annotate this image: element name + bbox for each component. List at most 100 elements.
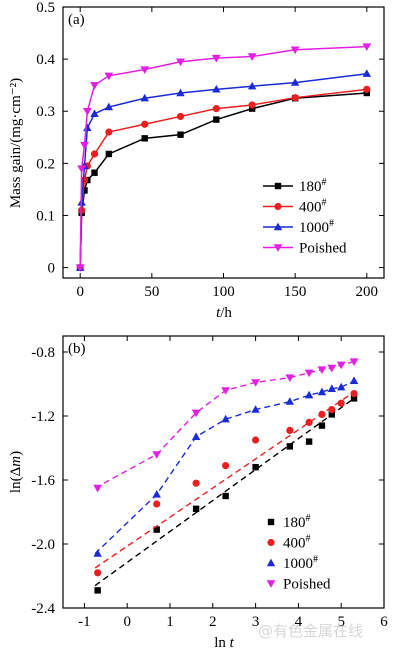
legend-label: 180# [299,177,327,195]
data-point [176,58,185,67]
data-point [252,436,260,444]
data-point [90,150,99,158]
data-point [81,187,88,194]
data-point [350,395,358,402]
y-axis-label: ln(Δm) [8,451,24,493]
data-point [90,109,99,118]
x-tick-label: -1 [78,614,91,630]
data-point [93,484,103,493]
data-point [191,432,201,440]
legend-marker [267,538,275,547]
legend-label: Poished [299,241,347,257]
data-point [222,492,229,500]
legend-marker [267,518,275,526]
series-1000 [75,69,372,271]
legend-entry: Poished [263,241,347,257]
data-point [318,422,326,429]
legend-entry: 400# [267,534,311,552]
x-tick-label: 1 [166,614,174,630]
data-point [317,366,327,374]
legend-marker [273,244,283,252]
data-point [337,382,346,391]
x-tick-label: 100 [212,284,235,300]
data-point [212,84,221,93]
legend-marker [266,580,276,588]
series-400 [94,390,358,577]
data-point [221,387,231,395]
data-point [328,411,335,418]
x-tick-label: 5 [337,614,345,630]
data-point [304,390,314,399]
data-point [140,93,149,102]
fit-line [94,380,355,555]
data-point [350,390,358,398]
legend-entry: 180# [267,513,311,531]
data-point [285,374,295,382]
legend-label: 180# [283,513,311,531]
data-point [363,89,371,97]
legend-entry: 1000# [263,218,334,236]
x-tick-label: 6 [380,614,388,630]
data-point [222,462,230,470]
x-tick-label: 0 [76,284,84,300]
data-point [80,141,89,150]
data-point [153,500,161,508]
data-point [327,364,337,373]
data-point [318,410,326,418]
x-tick-label: 3 [252,614,260,630]
y-tick-label: 0.5 [36,0,55,16]
data-point [141,135,148,142]
data-point [291,94,299,102]
data-point [82,108,92,116]
legend-label: 400# [299,198,327,216]
data-point [247,81,257,90]
data-point [328,406,336,414]
data-point [90,81,99,90]
x-tick-label: 0 [123,614,131,630]
legend-marker [274,182,282,190]
data-point [305,438,313,445]
x-tick-label: 50 [144,284,159,300]
data-point [77,165,87,173]
panel-b-log-log-chart: -1 0 1 2 3 4 5 6 -2.4 -2.0 -1.6 -1.2 -0.8 (b) ln t ln(Δ… [8,335,388,649]
legend-marker [273,222,283,231]
y-tick-label: -1.2 [31,409,55,425]
x-tick-label: 200 [356,284,379,300]
data-point [213,116,220,123]
y-tick-label: 0 [48,261,56,277]
data-point [304,369,314,378]
series-line [79,45,367,268]
data-point [317,387,327,396]
plot-frame [62,335,385,609]
data-point [91,169,98,176]
series-1000 [93,376,359,557]
data-point [104,72,114,81]
data-point [286,426,294,434]
data-point [247,53,257,61]
data-point [93,549,102,557]
fit-line [94,397,355,587]
data-point [285,397,295,405]
series-line [79,72,367,268]
data-point [141,120,149,128]
data-point [337,399,345,407]
panel-a-mass-gain-chart: 0 50 100 150 200 0 0.1 0.2 0.3 0.4 0.5 (a) t/h Mass g… [8,0,385,321]
fit-line [94,360,355,489]
data-point [362,43,372,52]
legend-entry: 180# [263,177,327,195]
legend-entry: 1000# [266,554,318,572]
data-point [349,376,359,384]
y-tick-label: 0.1 [36,208,55,224]
data-point [104,102,114,111]
data-point [363,85,371,93]
data-point [192,479,200,487]
y-axis-label: Mass gain/(mg·cm⁻²) [8,78,24,208]
data-point [251,379,260,387]
data-point [176,88,185,97]
series-Poished [75,43,372,272]
legend-label: Poished [283,577,331,593]
y-tick-label: -0.8 [31,345,55,361]
data-point [290,78,300,86]
legend-label: 1000# [299,218,334,236]
